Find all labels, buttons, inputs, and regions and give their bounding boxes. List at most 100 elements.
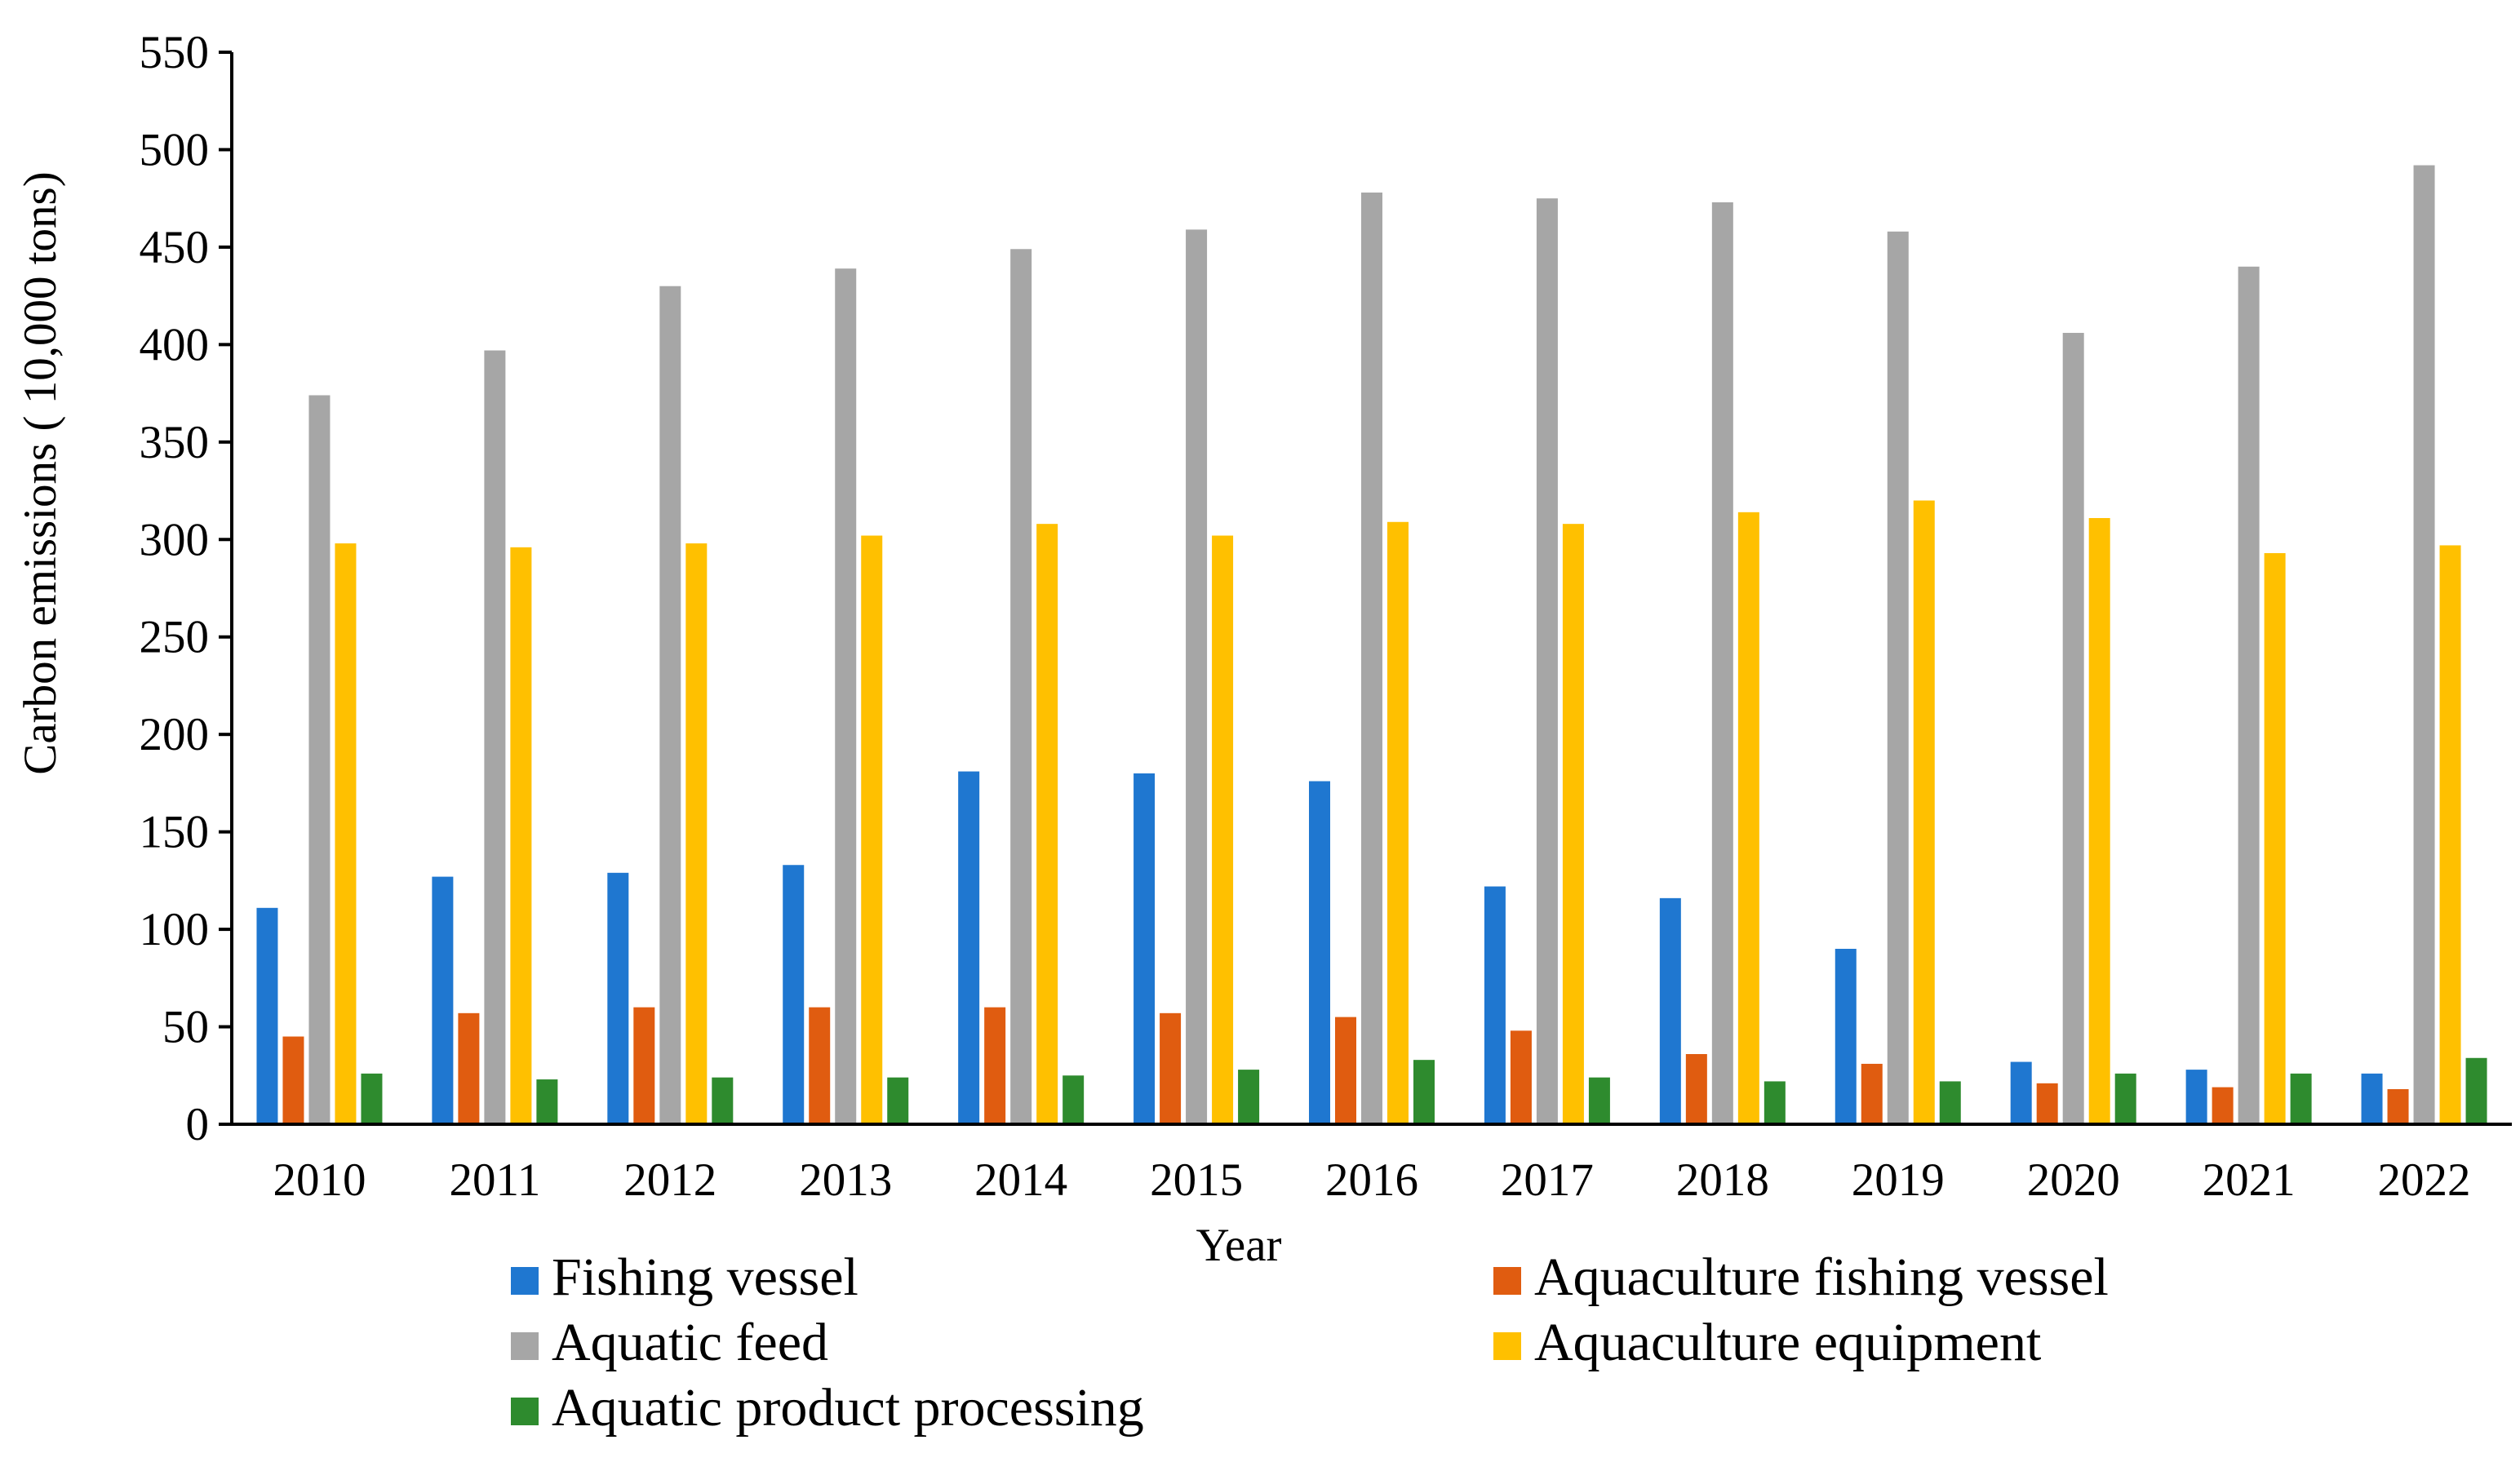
bar-fishing-vessel-2016 <box>1309 781 1330 1124</box>
legend-swatch-aquaculture-equipment <box>1493 1332 1521 1360</box>
bar-fishing-vessel-2021 <box>2185 1070 2207 1124</box>
bar-aquatic-feed-2013 <box>835 268 857 1124</box>
bar-aquaculture-equipment-2019 <box>1913 500 1935 1124</box>
x-axis-title: Year <box>1196 1220 1281 1271</box>
bar-aquaculture-fishing-vessel-2015 <box>1160 1012 1182 1124</box>
y-tick-label: 200 <box>140 709 210 760</box>
bar-aquatic-feed-2018 <box>1711 202 1733 1125</box>
bar-aquaculture-fishing-vessel-2022 <box>2387 1088 2409 1124</box>
x-tick-label: 2013 <box>799 1154 892 1206</box>
x-tick-label: 2016 <box>1325 1154 1418 1206</box>
bar-aquatic-product-processing-2021 <box>2290 1073 2312 1124</box>
bar-fishing-vessel-2015 <box>1134 773 1156 1124</box>
legend-label-aquaculture-fishing-vessel: Aquaculture fishing vessel <box>1534 1247 2109 1307</box>
bar-aquaculture-fishing-vessel-2021 <box>2212 1087 2234 1124</box>
bar-aquatic-product-processing-2017 <box>1588 1077 1610 1124</box>
x-tick-label: 2015 <box>1150 1154 1243 1206</box>
bar-aquatic-product-processing-2018 <box>1764 1081 1786 1124</box>
bar-aquatic-product-processing-2014 <box>1063 1075 1085 1124</box>
bar-fishing-vessel-2014 <box>958 771 980 1124</box>
bar-fishing-vessel-2011 <box>432 876 454 1124</box>
legend: Fishing vessel Aquaculture fishing vessel… <box>511 1247 2109 1438</box>
x-tick-label: 2010 <box>273 1154 366 1206</box>
bar-aquatic-feed-2022 <box>2413 165 2435 1125</box>
bar-aquaculture-fishing-vessel-2018 <box>1685 1053 1707 1124</box>
bar-aquaculture-fishing-vessel-2013 <box>809 1007 831 1124</box>
x-tick-label: 2022 <box>2378 1154 2471 1206</box>
bar-aquatic-feed-2015 <box>1186 229 1208 1125</box>
bar-aquatic-feed-2020 <box>2062 333 2084 1125</box>
y-axis-title: Carbon emissions ( 10,000 tons) <box>15 171 66 774</box>
legend-swatch-aquatic-product-processing <box>511 1398 539 1425</box>
legend-swatch-fishing-vessel <box>511 1267 539 1295</box>
bar-aquaculture-fishing-vessel-2011 <box>458 1012 480 1124</box>
bar-aquaculture-fishing-vessel-2017 <box>1510 1030 1532 1124</box>
y-tick-label: 100 <box>140 904 210 955</box>
bar-aquatic-product-processing-2022 <box>2465 1057 2487 1124</box>
bar-aquatic-feed-2016 <box>1361 193 1382 1125</box>
bar-fishing-vessel-2012 <box>607 872 629 1124</box>
bar-aquaculture-equipment-2017 <box>1562 524 1584 1124</box>
bar-aquaculture-fishing-vessel-2020 <box>2036 1083 2058 1124</box>
bar-aquatic-product-processing-2020 <box>2114 1073 2136 1124</box>
bar-aquaculture-equipment-2014 <box>1036 524 1058 1124</box>
y-tick-label: 450 <box>140 222 210 273</box>
bar-aquatic-feed-2021 <box>2238 266 2260 1124</box>
bar-aquatic-product-processing-2019 <box>1939 1081 1961 1124</box>
bar-aquatic-product-processing-2011 <box>536 1079 558 1124</box>
bar-fishing-vessel-2019 <box>1835 948 1857 1124</box>
legend-swatch-aquaculture-fishing-vessel <box>1493 1267 1521 1295</box>
bar-aquaculture-equipment-2012 <box>685 543 708 1124</box>
bar-fishing-vessel-2020 <box>2010 1061 2032 1124</box>
bar-aquaculture-fishing-vessel-2012 <box>633 1007 655 1124</box>
bar-fishing-vessel-2013 <box>783 865 805 1124</box>
y-tick-label: 500 <box>140 124 210 175</box>
x-tick-label: 2018 <box>1676 1154 1769 1206</box>
bar-aquatic-feed-2019 <box>1887 231 1909 1124</box>
y-tick-label: 300 <box>140 514 210 565</box>
y-tick-label: 50 <box>162 1002 209 1053</box>
legend-label-aquaculture-equipment: Aquaculture equipment <box>1534 1313 2041 1372</box>
bar-aquaculture-equipment-2018 <box>1737 512 1759 1124</box>
legend-label-fishing-vessel: Fishing vessel <box>552 1247 858 1307</box>
bar-aquaculture-equipment-2011 <box>510 547 532 1124</box>
x-tick-label: 2020 <box>2027 1154 2120 1206</box>
bar-aquatic-feed-2011 <box>484 350 506 1125</box>
bar-aquatic-product-processing-2015 <box>1238 1070 1260 1124</box>
bar-aquatic-product-processing-2013 <box>887 1077 909 1124</box>
bar-aquaculture-equipment-2022 <box>2439 545 2461 1124</box>
bar-aquatic-feed-2017 <box>1536 198 1558 1124</box>
y-tick-label: 150 <box>140 807 210 858</box>
bar-aquaculture-equipment-2020 <box>2088 517 2110 1124</box>
bar-aquatic-product-processing-2012 <box>712 1077 734 1124</box>
bar-aquaculture-equipment-2021 <box>2264 552 2286 1124</box>
bar-aquatic-product-processing-2016 <box>1413 1060 1435 1124</box>
x-tick-label: 2012 <box>623 1154 717 1206</box>
legend-label-aquatic-feed: Aquatic feed <box>552 1313 828 1372</box>
bar-aquaculture-fishing-vessel-2016 <box>1335 1017 1356 1124</box>
bar-aquaculture-equipment-2010 <box>335 543 357 1124</box>
bar-aquaculture-equipment-2013 <box>861 535 883 1124</box>
bars-group <box>256 165 2487 1125</box>
bar-fishing-vessel-2018 <box>1659 897 1681 1124</box>
x-tick-label: 2021 <box>2203 1154 2296 1206</box>
y-tick-label: 550 <box>140 27 210 78</box>
bar-aquaculture-fishing-vessel-2014 <box>984 1007 1006 1124</box>
bar-aquatic-feed-2010 <box>308 395 331 1125</box>
bar-aquaculture-fishing-vessel-2010 <box>282 1036 304 1124</box>
x-tick-label: 2014 <box>974 1154 1067 1206</box>
bar-aquaculture-fishing-vessel-2019 <box>1861 1063 1883 1124</box>
legend-label-aquatic-product-processing: Aquatic product processing <box>552 1378 1144 1438</box>
axes-group: 0 50 100 150 200 250 300 350 400 450 500 550 2010 201… <box>140 27 2512 1206</box>
bar-aquaculture-equipment-2015 <box>1212 535 1234 1124</box>
x-tick-label: 2011 <box>449 1154 540 1206</box>
x-tick-label: 2017 <box>1501 1154 1594 1206</box>
y-tick-label: 250 <box>140 612 210 663</box>
bar-aquaculture-equipment-2016 <box>1387 521 1409 1124</box>
bar-aquatic-feed-2014 <box>1010 249 1032 1124</box>
bar-fishing-vessel-2010 <box>256 907 278 1124</box>
legend-swatch-aquatic-feed <box>511 1332 539 1360</box>
bar-fishing-vessel-2022 <box>2361 1073 2383 1124</box>
